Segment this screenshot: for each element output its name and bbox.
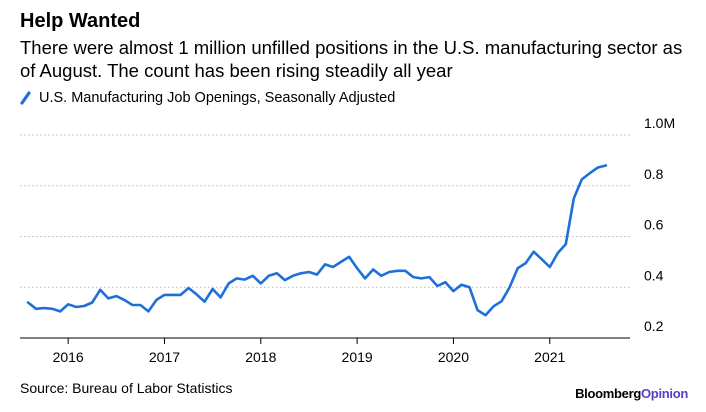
- brand-part-2: Opinion: [641, 386, 688, 401]
- chart-subtitle: There were almost 1 million unfilled pos…: [20, 37, 683, 81]
- legend-label: U.S. Manufacturing Job Openings, Seasona…: [39, 90, 396, 106]
- chart-title: Help Wanted: [20, 10, 141, 32]
- x-tick-label: 2020: [438, 349, 469, 365]
- y-tick-label: 1.0M: [644, 115, 675, 131]
- x-axis-ticks: 2016 2017 2018 2019 2020 2021: [53, 338, 566, 365]
- y-tick-label: 0.8: [644, 166, 664, 182]
- x-tick-label: 2016: [53, 349, 84, 365]
- y-tick-label: 0.4: [644, 267, 664, 283]
- x-tick-label: 2019: [342, 349, 373, 365]
- series-group: [26, 164, 608, 317]
- y-tick-label: 0.6: [644, 217, 664, 233]
- gridlines: [20, 134, 630, 288]
- legend-swatch-icon: [20, 91, 31, 105]
- y-axis: 0.2 0.4 0.6 0.8 1.0M: [644, 115, 675, 334]
- x-tick-label: 2021: [534, 349, 565, 365]
- brand-logo: BloombergOpinion: [575, 386, 688, 401]
- source-note: Source: Bureau of Labor Statistics: [20, 380, 233, 396]
- x-tick-label: 2017: [149, 349, 180, 365]
- series-line: [26, 164, 608, 317]
- brand-part-1: Bloomberg: [575, 386, 641, 401]
- y-tick-label: 0.2: [644, 318, 664, 334]
- legend: U.S. Manufacturing Job Openings, Seasona…: [20, 90, 395, 106]
- x-tick-label: 2018: [245, 349, 276, 365]
